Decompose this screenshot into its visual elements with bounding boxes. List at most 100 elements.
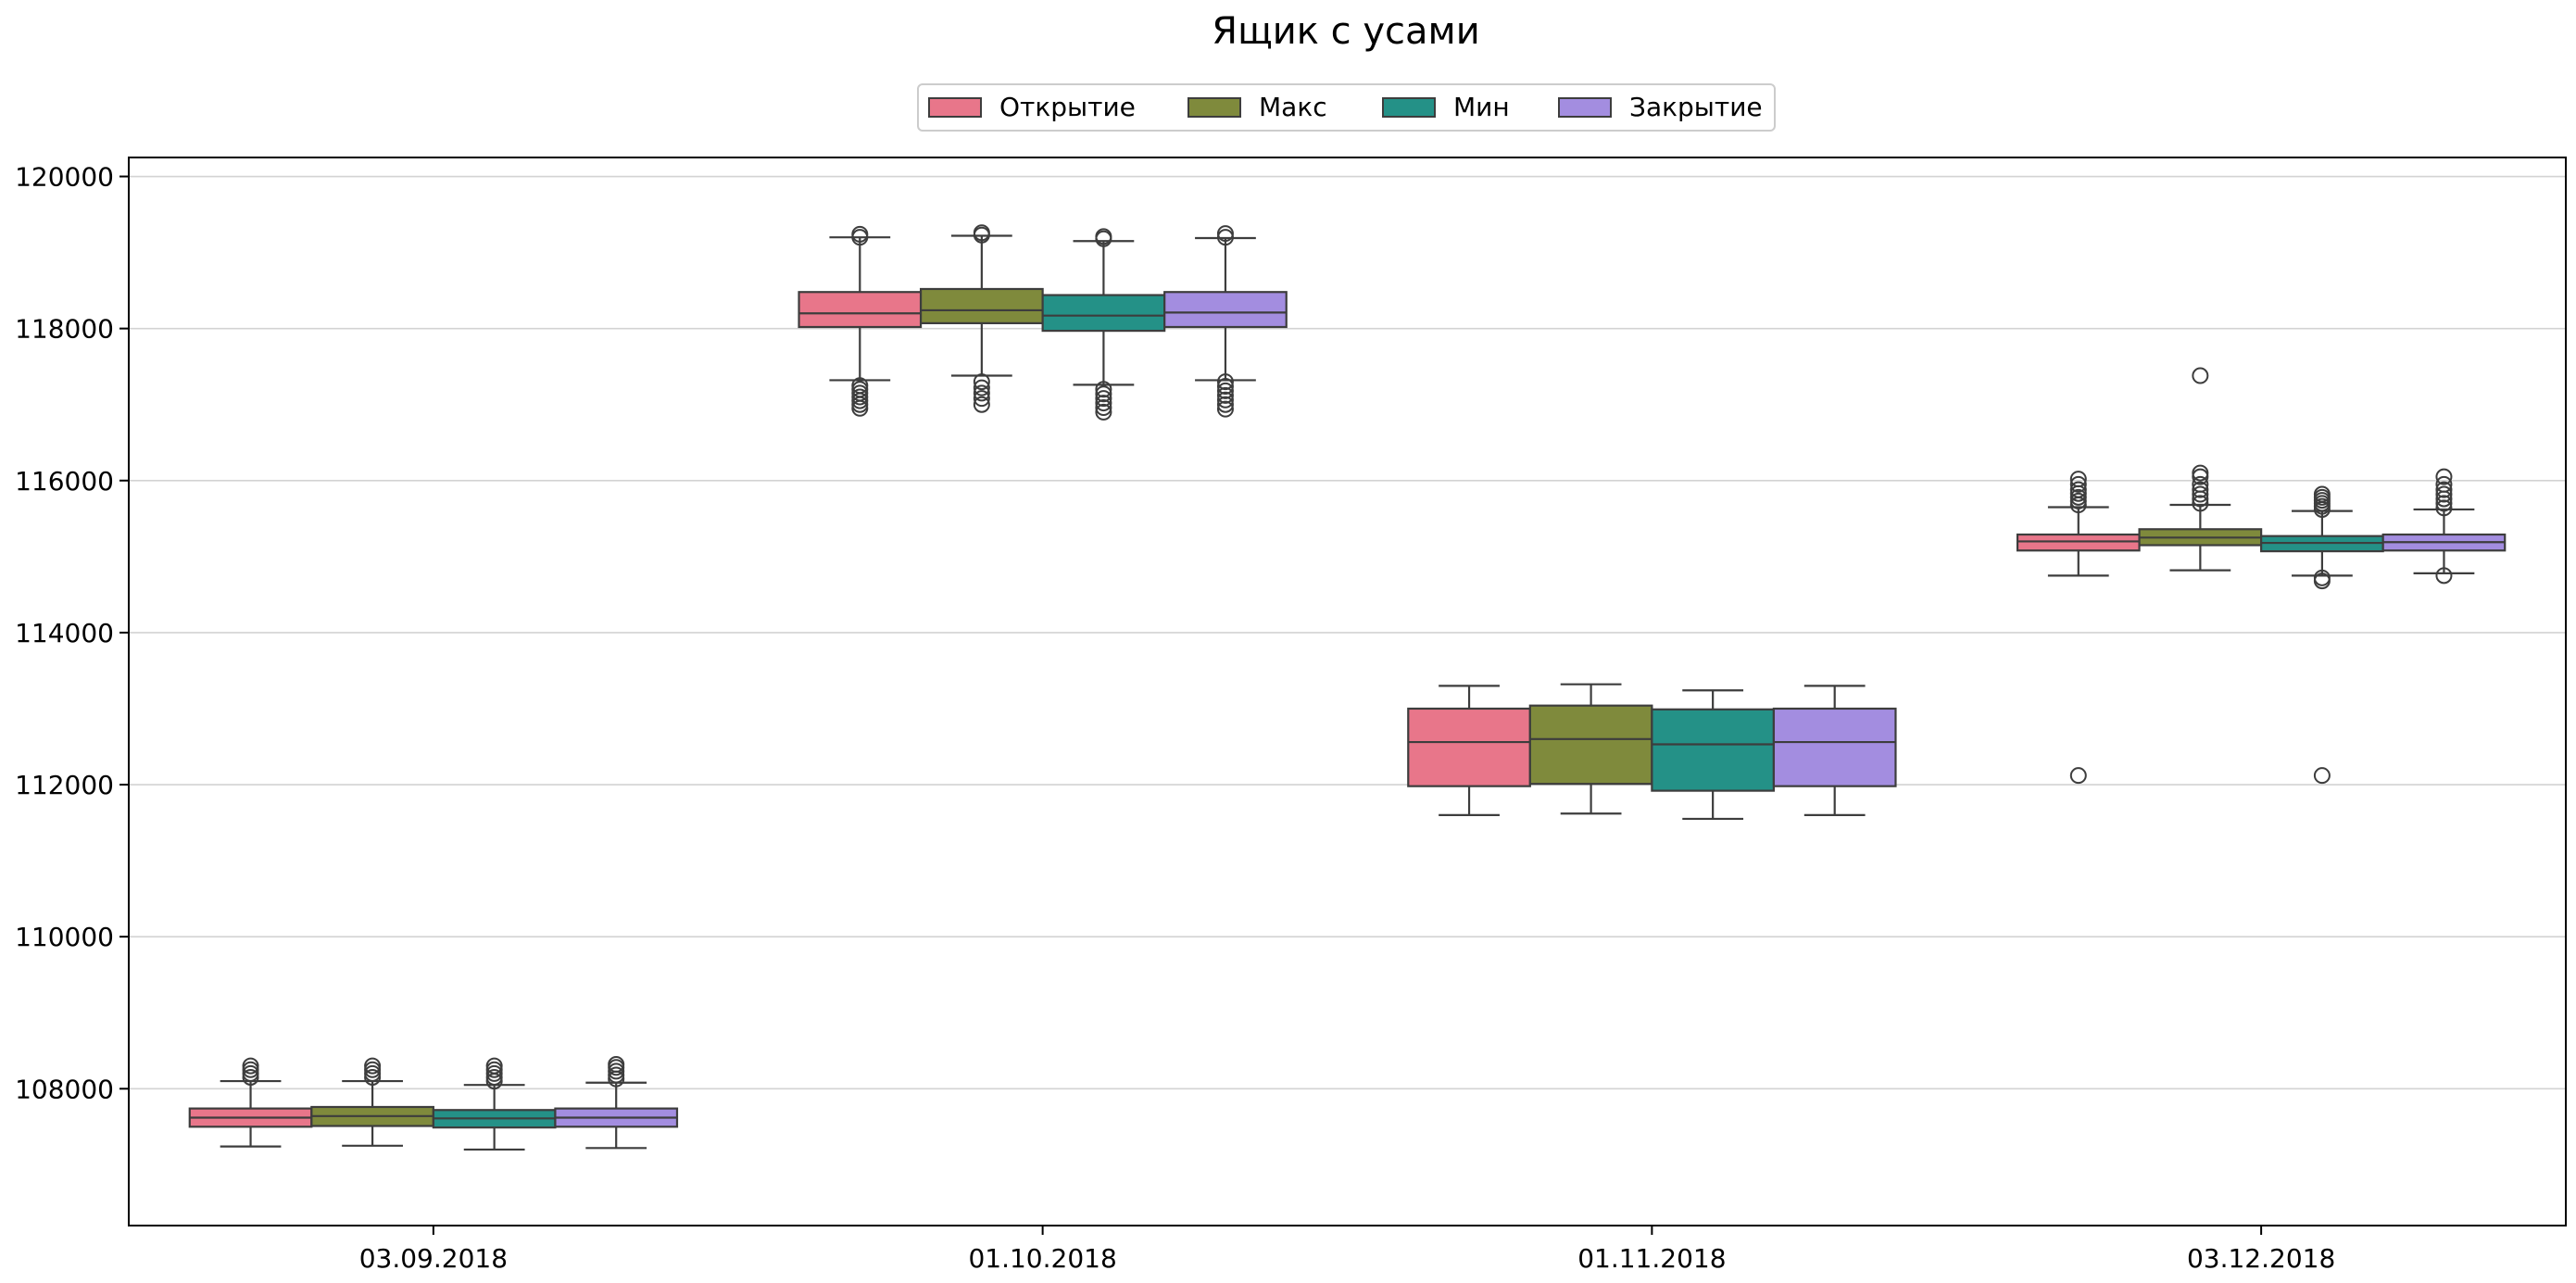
y-tick-label: 116000 [15, 466, 114, 497]
outlier-point [1095, 385, 1112, 403]
outlier-point [973, 224, 990, 242]
outlier-point [1216, 225, 1234, 243]
legend: Открытие Макс Мин Закрытие [917, 83, 1776, 132]
outlier-point [2313, 569, 2331, 586]
box-Мин [1041, 228, 1166, 421]
box-Закрытие [1772, 685, 1897, 816]
gridlines [129, 175, 2566, 1090]
box-body [1041, 294, 1166, 333]
box-Мин [432, 1057, 557, 1151]
outlier-point [1095, 390, 1112, 408]
x-tick-label: 01.10.2018 [968, 1243, 1116, 1274]
box-body [919, 287, 1044, 324]
outlier-point [485, 1057, 503, 1075]
outlier-point [1095, 381, 1112, 398]
outlier-point [1095, 403, 1112, 421]
outlier-point [851, 377, 869, 395]
box-Открытие [2016, 471, 2141, 785]
box-Мин [1651, 689, 1776, 821]
outlier-point [1095, 395, 1112, 412]
outlier-point [2069, 481, 2087, 498]
box-body [798, 291, 923, 329]
outlier-point [1095, 228, 1112, 245]
box-body [1651, 708, 1776, 792]
box-Макс [1528, 683, 1653, 815]
outlier-point [2435, 475, 2453, 493]
outlier-point [973, 384, 990, 402]
outlier-point [608, 1056, 625, 1074]
box-Макс [310, 1057, 434, 1147]
outlier-point [973, 379, 990, 396]
outlier-point [973, 390, 990, 408]
legend-label: Закрытие [1629, 92, 1763, 122]
x-axis: 03.09.2018 01.10.2018 01.11.2018 03.12.2018 [359, 1226, 2335, 1274]
box-layer [188, 224, 2507, 1151]
outlier-point [1216, 382, 1234, 399]
y-tick-label: 114000 [15, 618, 114, 648]
outlier-point [2192, 464, 2209, 482]
outlier-point [2435, 481, 2453, 498]
x-tick-label: 01.11.2018 [1577, 1243, 1726, 1274]
box-body [1528, 704, 1653, 786]
outlier-point [2435, 468, 2453, 485]
outlier-point [2069, 767, 2087, 785]
y-tick-label: 110000 [15, 922, 114, 952]
outlier-point [1216, 378, 1234, 396]
outlier-point [1216, 373, 1234, 391]
outlier-point [2435, 499, 2453, 517]
box-Макс [919, 224, 1044, 413]
outlier-point [2192, 367, 2209, 384]
legend-frame [917, 83, 1776, 132]
y-axis: 108000 110000 112000 114000 116000 118000 1200… [15, 162, 129, 1104]
y-tick-label: 108000 [15, 1074, 114, 1104]
y-tick-label: 120000 [15, 162, 114, 193]
box-Открытие [798, 225, 923, 417]
x-tick-label: 03.09.2018 [359, 1243, 508, 1274]
legend-label: Мин [1453, 92, 1510, 122]
legend-label: Макс [1259, 92, 1327, 122]
outlier-point [2313, 767, 2331, 785]
legend-swatch [1187, 97, 1241, 118]
outlier-point [242, 1057, 259, 1075]
outlier-point [973, 396, 990, 413]
box-body [2016, 533, 2141, 552]
outlier-point [1216, 396, 1234, 413]
outlier-point [364, 1057, 382, 1075]
outlier-point [1095, 398, 1112, 416]
outlier-point [2192, 475, 2209, 493]
outlier-point [2435, 567, 2453, 585]
outlier-point [1216, 391, 1234, 409]
legend-swatch [1558, 97, 1612, 118]
y-tick-label: 112000 [15, 770, 114, 800]
box-body [1772, 707, 1897, 787]
y-tick-label: 118000 [15, 314, 114, 345]
box-body [1163, 291, 1288, 329]
legend-label: Открытие [999, 92, 1136, 122]
box-Мин [2260, 485, 2384, 785]
outlier-point [1216, 400, 1234, 418]
x-tick-label: 03.12.2018 [2187, 1243, 2335, 1274]
outlier-point [2192, 485, 2209, 503]
outlier-point [1216, 386, 1234, 404]
box-Закрытие [1163, 225, 1288, 418]
legend-swatch [1382, 97, 1436, 118]
plot-area-frame [128, 157, 2567, 1226]
box-Открытие [1407, 685, 1531, 816]
outlier-point [851, 225, 869, 243]
outlier-point [2192, 481, 2209, 498]
outlier-point [2192, 495, 2209, 512]
legend-swatch [928, 97, 982, 118]
outlier-point [2435, 495, 2453, 512]
outlier-point [2435, 485, 2453, 503]
box-body [1407, 707, 1531, 787]
chart-title: Ящик с усами [1212, 10, 1479, 53]
outlier-point [2069, 475, 2087, 493]
box-Макс [2138, 367, 2263, 572]
outlier-point [973, 373, 990, 391]
box-Открытие [188, 1057, 313, 1148]
box-Закрытие [2381, 468, 2507, 585]
outlier-point [2313, 485, 2331, 503]
box-Закрытие [554, 1056, 679, 1150]
outlier-point [2069, 471, 2087, 488]
